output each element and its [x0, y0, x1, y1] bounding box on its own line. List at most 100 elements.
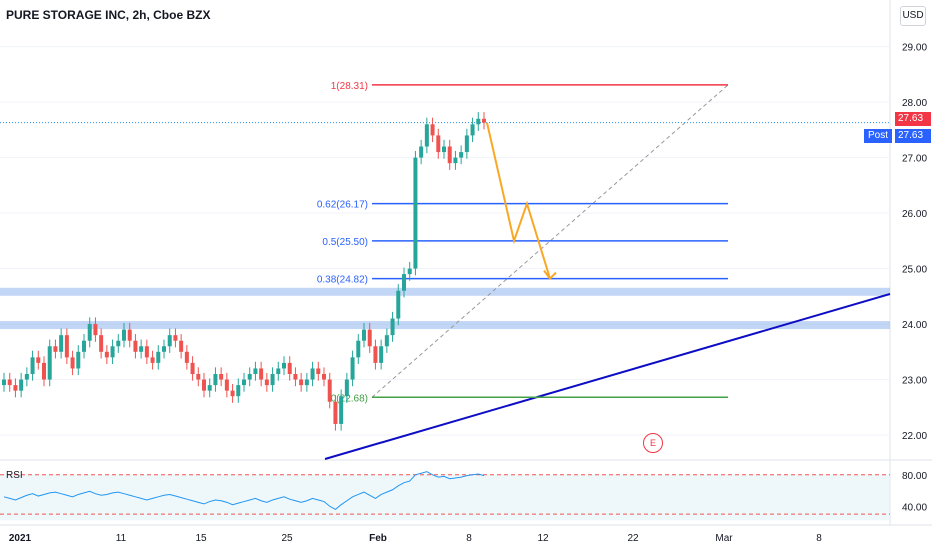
candle-body-6: [36, 357, 41, 363]
earnings-marker[interactable]: E: [643, 433, 663, 453]
y-tick-label-4: 25.00: [902, 265, 927, 276]
candle-body-11: [64, 335, 69, 358]
candle-body-32: [184, 351, 189, 363]
candle-body-20: [116, 340, 121, 347]
candle-body-77: [442, 146, 446, 153]
projection-path: [486, 122, 551, 279]
candle-body-39: [224, 379, 229, 391]
y-tick-label-0: 29.00: [902, 43, 927, 54]
last-price-tag: 27.63: [895, 112, 931, 126]
candle-body-80: [459, 152, 464, 158]
candle-body-38: [219, 374, 224, 380]
x-tick-label-0: 2021: [9, 533, 32, 544]
candle-body-58: [333, 401, 338, 424]
y-tick-label-3: 26.00: [902, 209, 927, 220]
candle-body-51: [293, 374, 298, 380]
candle-body-83: [476, 118, 481, 125]
x-tick-label-2: 15: [195, 533, 207, 544]
post-label: Post: [864, 129, 893, 143]
candle-body-72: [413, 157, 418, 269]
y-tick-label-1: 28.00: [902, 98, 927, 109]
candle-body-1: [7, 379, 12, 386]
candle-body-18: [104, 351, 109, 358]
rsi-tick-0: 80.00: [902, 471, 927, 482]
candle-body-67: [384, 335, 389, 347]
candle-body-21: [122, 329, 126, 341]
projection-arrowhead: [543, 269, 557, 281]
candle-body-12: [70, 357, 75, 369]
candle-body-63: [362, 329, 366, 341]
candle-body-75: [430, 124, 435, 136]
candle-body-33: [190, 362, 195, 374]
candle-body-73: [419, 146, 424, 158]
chart-title: PURE STORAGE INC, 2h, Cboe BZX: [6, 8, 211, 22]
post-price-tag: 27.63: [895, 129, 931, 143]
candle-body-30: [173, 335, 178, 341]
candle-body-23: [133, 340, 138, 352]
candle-body-16: [93, 324, 98, 336]
candle-body-47: [270, 374, 275, 386]
candle-body-71: [407, 268, 412, 275]
candle-body-17: [99, 335, 104, 352]
candle-body-19: [110, 346, 115, 358]
x-tick-label-7: 22: [627, 533, 639, 544]
candle-body-9: [53, 346, 58, 352]
x-tick-label-1: 11: [116, 533, 127, 544]
candle-body-66: [379, 346, 384, 363]
candle-body-22: [127, 329, 132, 341]
y-tick-label-6: 23.00: [902, 376, 927, 387]
candle-body-62: [356, 340, 361, 358]
y-tick-label-7: 22.00: [902, 431, 927, 442]
rsi-line: [3, 471, 485, 511]
x-tick-label-9: 8: [816, 533, 822, 544]
candle-body-5: [30, 357, 35, 374]
fib-diagonal: [371, 84, 729, 398]
candle-body-25: [144, 346, 149, 358]
candle-body-59: [339, 396, 344, 424]
rsi-tick-1: 40.00: [902, 502, 927, 513]
candle-body-81: [464, 135, 469, 153]
candle-body-41: [236, 385, 241, 397]
candle-body-57: [327, 379, 332, 402]
rsi-band: [0, 474, 890, 521]
support-zone-1: [0, 321, 890, 330]
candle-body-40: [230, 390, 235, 397]
candle-body-7: [42, 362, 46, 380]
candle-body-42: [242, 379, 246, 386]
candle-body-46: [264, 379, 269, 386]
candle-body-26: [150, 357, 155, 363]
candle-body-50: [287, 362, 292, 374]
candle-body-37: [213, 374, 218, 386]
currency-button[interactable]: USD: [900, 6, 926, 26]
candle-body-54: [310, 368, 315, 380]
fib-label-4: 0(22.68): [331, 393, 368, 404]
candle-body-78: [447, 146, 452, 164]
candle-body-56: [322, 374, 326, 380]
support-zone-0: [0, 287, 890, 296]
candle-body-68: [390, 318, 395, 336]
fib-label-1: 0.62(26.17): [317, 200, 368, 211]
candle-body-34: [196, 374, 201, 380]
candle-body-43: [247, 374, 252, 380]
x-tick-label-6: 12: [537, 533, 549, 544]
candle-body-35: [202, 379, 206, 391]
fib-label-0: 1(28.31): [331, 81, 368, 92]
candle-body-45: [259, 368, 264, 380]
candle-body-4: [24, 374, 29, 380]
y-tick-label-5: 24.00: [902, 320, 927, 331]
candle-body-64: [367, 329, 372, 347]
candle-body-52: [299, 379, 304, 386]
x-tick-label-5: 8: [466, 533, 472, 544]
candle-body-49: [282, 362, 286, 369]
candle-body-74: [424, 124, 429, 147]
candle-body-79: [453, 157, 458, 164]
candle-body-82: [470, 124, 475, 136]
candle-body-61: [350, 357, 355, 380]
trend-line: [324, 293, 891, 460]
x-tick-label-3: 25: [281, 533, 293, 544]
candle-body-3: [19, 379, 24, 391]
candle-body-2: [13, 385, 18, 391]
candle-body-0: [2, 379, 6, 386]
